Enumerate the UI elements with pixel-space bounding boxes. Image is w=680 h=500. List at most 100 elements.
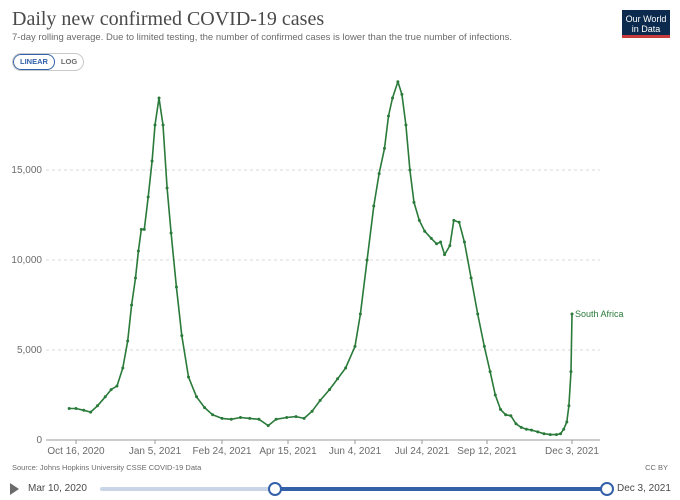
data-point [435,242,439,246]
y-tick-label: 10,000 [11,255,42,266]
data-point [448,244,452,248]
data-point [203,406,207,410]
data-point [509,414,513,418]
x-tick-label: Jul 24, 2021 [395,446,450,457]
data-point [336,377,340,381]
series-line-south-africa [69,81,573,436]
data-point [153,123,157,127]
data-point [257,417,261,421]
data-point [530,428,534,432]
data-point [400,92,404,96]
data-point [365,258,369,262]
data-point [377,172,381,176]
data-point [274,417,278,421]
data-point [133,276,137,280]
data-point [423,229,427,233]
owid-logo[interactable]: Our World in Data [622,10,670,38]
data-point [74,407,78,410]
line-chart: 0 5,000 10,000 15,000 Oct 16, 2020 Jan 5, 202… [11,80,624,457]
data-point [115,384,119,388]
data-point [139,227,143,231]
timeline-start-label: Mar 10, 2020 [28,483,87,494]
data-point [536,430,540,434]
data-point [248,416,252,420]
data-point [548,433,552,437]
logo-accent-bar [622,35,670,38]
data-point [569,370,573,374]
play-icon[interactable] [10,483,19,495]
data-point [136,249,140,253]
data-point [344,366,348,370]
data-point [452,218,456,222]
data-point [559,432,563,436]
data-point [150,159,154,163]
x-tick-label: Oct 16, 2020 [47,446,105,457]
data-point [408,168,412,172]
data-point [493,393,497,397]
timeline-end-label: Dec 3, 2021 [617,483,671,494]
license-link[interactable]: CC BY [645,463,668,472]
linear-scale-button[interactable]: LINEAR [13,54,55,70]
data-point [266,424,270,428]
data-point [396,80,400,84]
data-point [130,303,134,307]
x-tick-label: Jan 5, 2021 [129,446,182,457]
series-label: South Africa [575,309,624,319]
log-scale-button[interactable]: LOG [60,57,78,66]
y-tick-label: 0 [36,435,42,446]
data-point [417,218,421,222]
data-point [488,370,492,374]
data-point [504,413,508,417]
data-point [126,339,130,343]
data-point [285,416,289,419]
x-tick-label: Dec 3, 2021 [545,446,599,457]
data-point [103,395,107,399]
source-note: Source: Johns Hopkins University CSSE CO… [12,463,202,472]
data-point [554,433,558,437]
data-point [229,417,233,421]
data-point [358,312,362,316]
data-point [372,204,376,208]
chart-title: Daily new confirmed COVID-19 cases [12,8,325,30]
data-point [165,186,169,190]
x-tick-label: Feb 24, 2021 [193,446,252,457]
data-point [161,123,165,127]
data-point [353,344,357,348]
data-point [187,375,190,379]
data-point [462,240,466,244]
scale-toggle: LINEAR LOG [12,53,85,71]
y-tick-label: 15,000 [11,165,42,176]
data-point [328,388,332,392]
data-point [498,407,502,411]
data-point [391,96,395,100]
data-point [211,413,215,417]
data-point [514,422,518,426]
data-point [121,366,125,370]
data-point [439,240,443,244]
timeline-start-handle[interactable] [268,482,282,496]
data-point [89,410,93,414]
data-point [195,395,199,399]
data-point [302,416,306,420]
chart-subtitle: 7-day rolling average. Due to limited te… [12,32,513,43]
x-tick-label: Apr 15, 2021 [259,446,317,457]
data-point [567,404,571,408]
data-point [310,409,314,413]
data-point [109,388,113,392]
data-point [318,398,322,402]
data-point [220,416,224,420]
data-point [519,425,523,429]
data-point [174,285,178,289]
x-tick-label: Sep 12, 2021 [457,446,517,457]
x-tick-label: Jun 4, 2021 [329,446,382,457]
data-point [387,114,390,118]
data-point [469,276,473,280]
data-point [169,231,173,235]
timeline-bar: Mar 10, 2020 Dec 3, 2021 [0,478,680,500]
data-point [482,344,486,348]
data-point [157,96,161,100]
data-point [180,334,184,338]
data-point [476,312,480,316]
timeline-selected-range [274,487,606,491]
timeline-end-handle[interactable] [600,482,614,496]
